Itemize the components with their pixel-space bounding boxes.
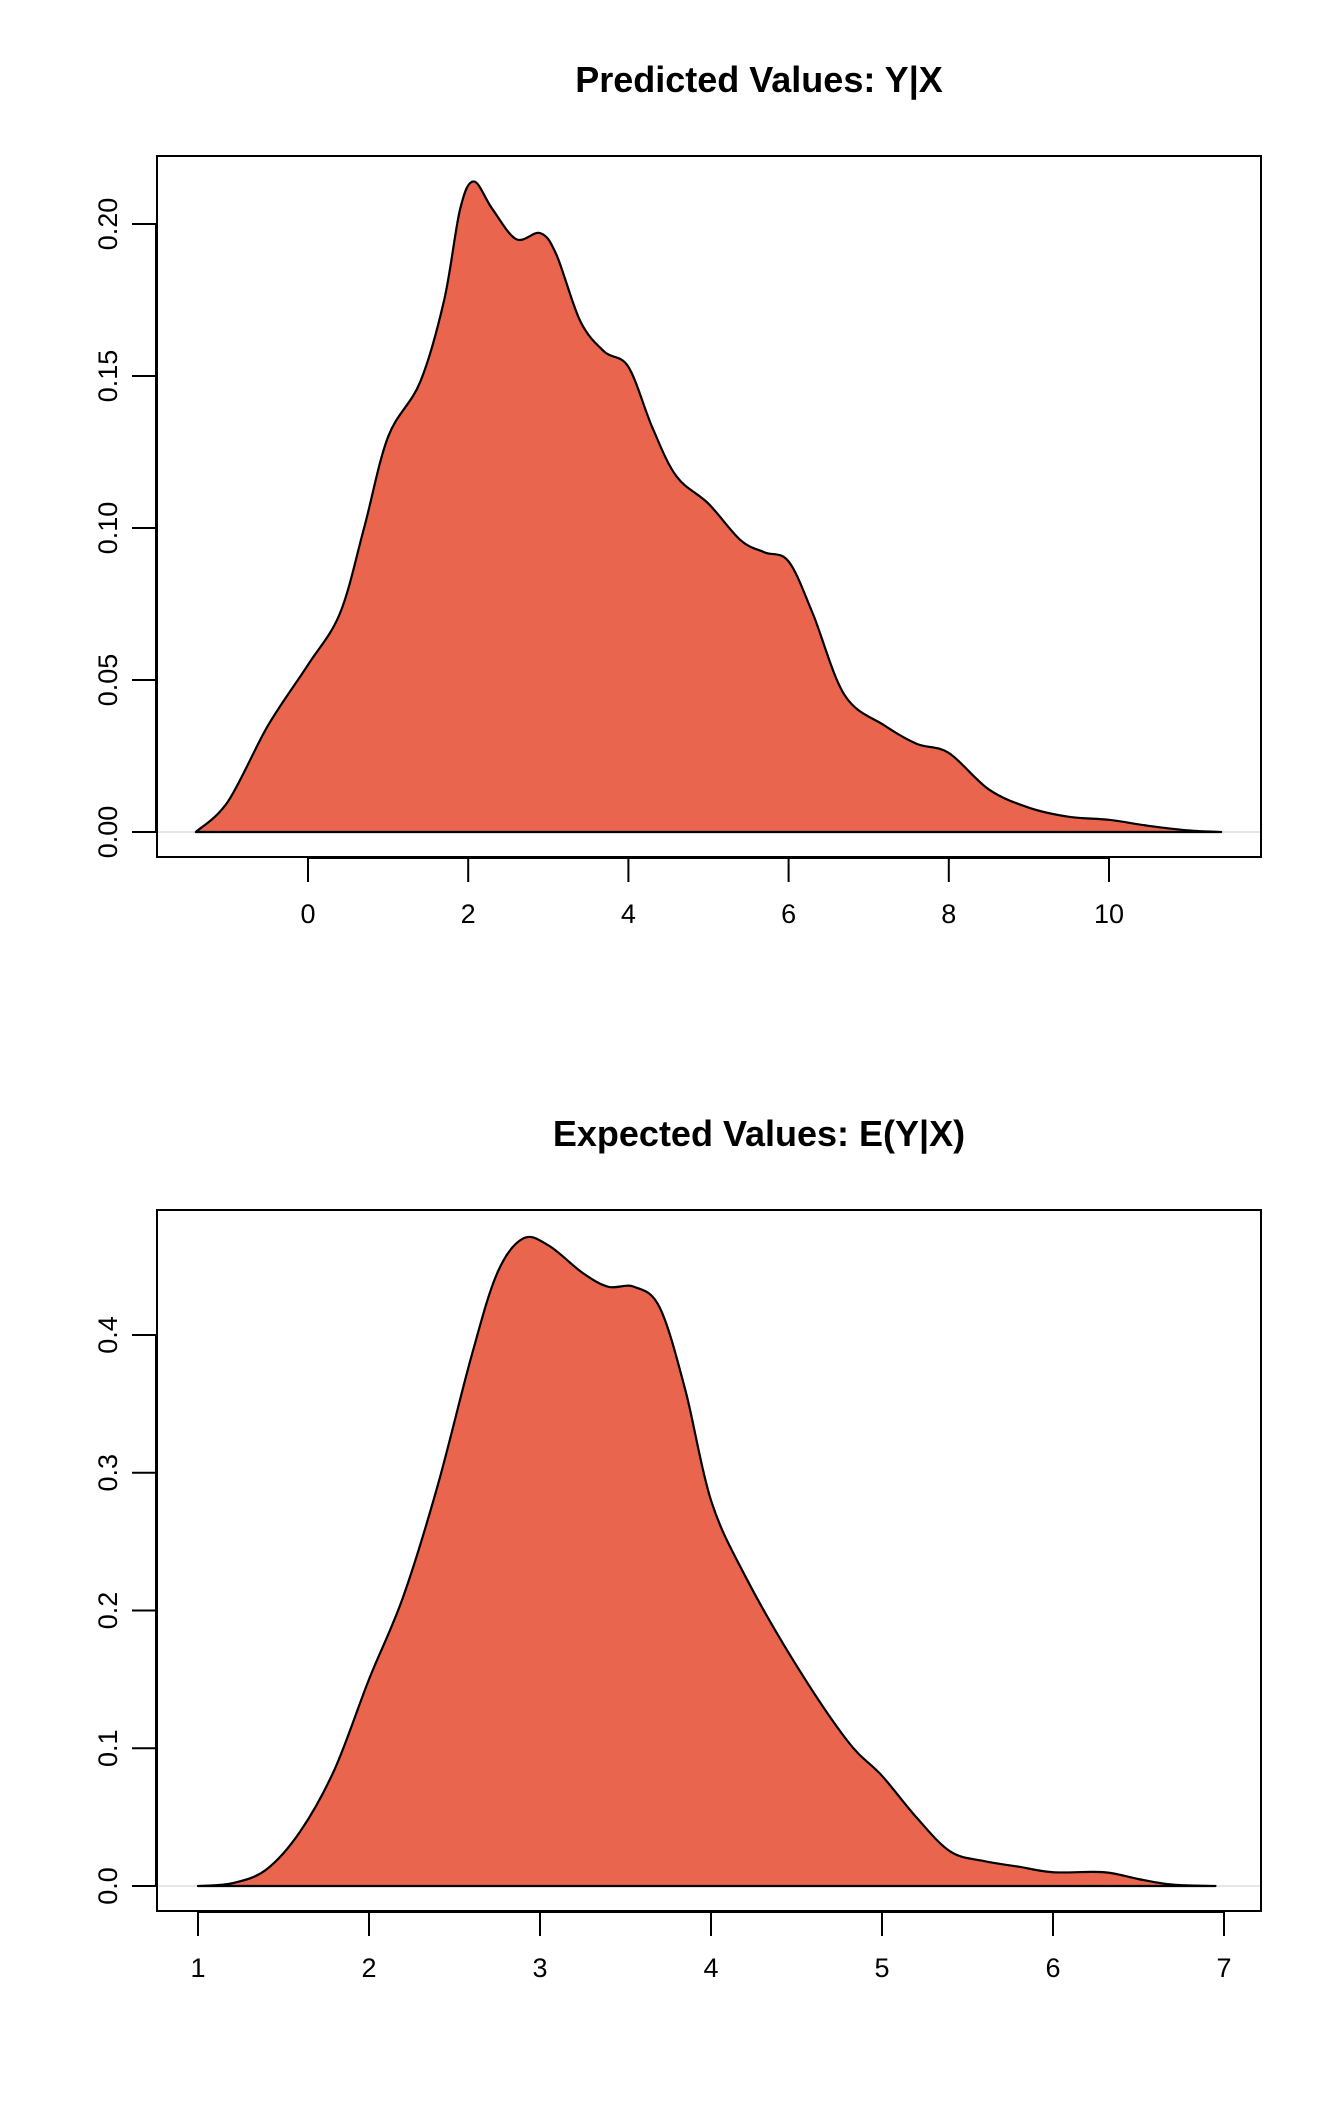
y-tick-label: 0.20 (93, 198, 123, 251)
x-tick-label: 10 (1094, 899, 1124, 929)
x-tick-label: 6 (1045, 1953, 1060, 1983)
y-tick-label: 0.0 (93, 1867, 123, 1905)
x-tick-label: 4 (703, 1953, 718, 1983)
y-tick-label: 0.00 (93, 806, 123, 859)
density-area (196, 1235, 1217, 1888)
x-tick-label: 5 (874, 1953, 889, 1983)
x-tick-label: 8 (941, 899, 956, 929)
y-tick-label: 0.2 (93, 1592, 123, 1630)
chart-panel-2: Expected Values: E(Y|X) 1 2 3 4 5 6 7 0.0 0.1 0.2 0… (93, 1113, 1262, 1983)
x-tick-label: 3 (532, 1953, 547, 1983)
chart-title: Predicted Values: Y|X (575, 59, 943, 101)
chart-panel-1: Predicted Values: Y|X 0 2 4 6 8 10 0.00 0.05 0.10… (93, 59, 1262, 929)
x-tick-label: 2 (461, 899, 476, 929)
x-tick-label: 4 (621, 899, 636, 929)
x-tick-label: 2 (361, 1953, 376, 1983)
x-tick-label: 0 (300, 899, 315, 929)
chart-title: Expected Values: E(Y|X) (553, 1113, 965, 1155)
y-tick-label: 0.15 (93, 350, 123, 403)
y-tick-label: 0.10 (93, 502, 123, 555)
y-tick-label: 0.4 (93, 1316, 123, 1354)
x-tick-label: 7 (1216, 1953, 1231, 1983)
y-tick-label: 0.05 (93, 654, 123, 707)
y-tick-label: 0.1 (93, 1729, 123, 1767)
y-tick-label: 0.3 (93, 1454, 123, 1492)
x-tick-label: 1 (190, 1953, 205, 1983)
density-area (194, 180, 1223, 834)
x-tick-label: 6 (781, 899, 796, 929)
